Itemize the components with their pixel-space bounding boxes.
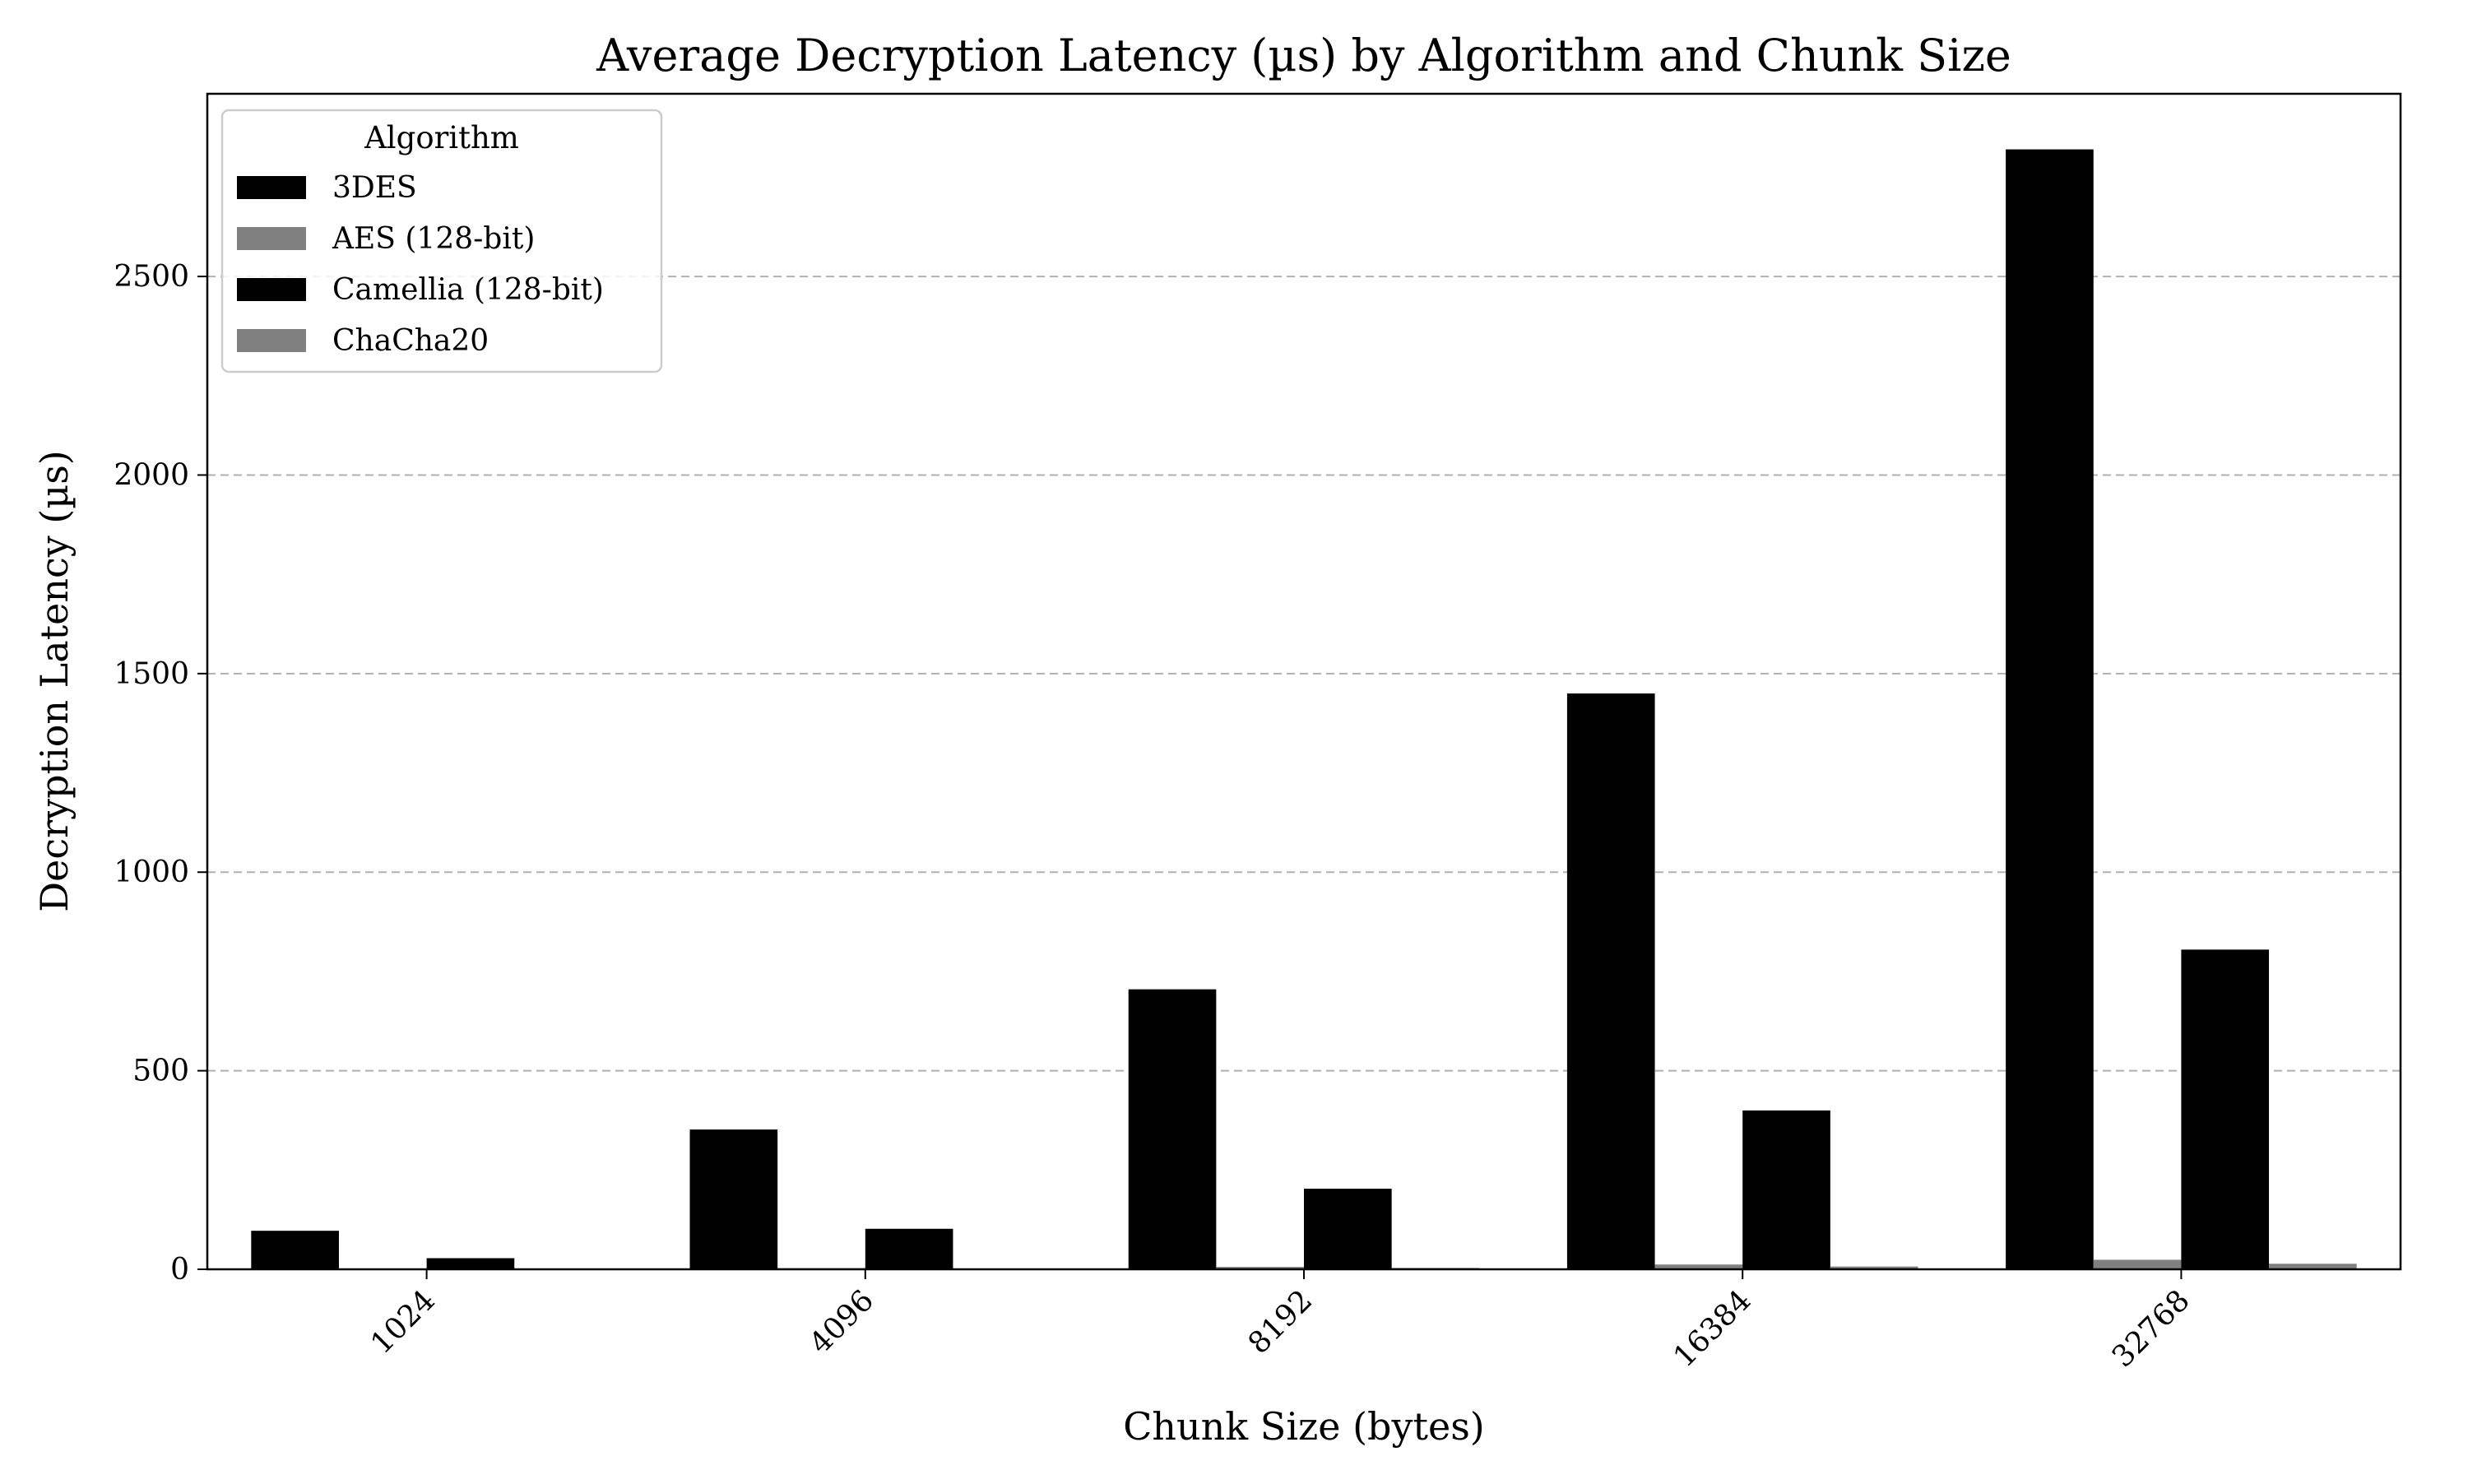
bar-aes-128-bit-32768 bbox=[2094, 1259, 2182, 1269]
y-axis-label: Decryption Latency (µs) bbox=[32, 450, 77, 912]
legend-label: AES (128-bit) bbox=[332, 222, 535, 256]
bar-camellia-128-bit-4096 bbox=[865, 1229, 953, 1269]
y-tick-label: 2000 bbox=[114, 458, 189, 492]
legend-swatch bbox=[237, 329, 306, 352]
legend-label: ChaCha20 bbox=[332, 324, 489, 358]
x-axis-label: Chunk Size (bytes) bbox=[1123, 1404, 1485, 1449]
bar-3des-1024 bbox=[251, 1231, 339, 1269]
y-tick-label: 2500 bbox=[114, 260, 189, 294]
y-tick-label: 0 bbox=[170, 1253, 189, 1287]
bar-camellia-128-bit-16384 bbox=[1742, 1111, 1830, 1269]
legend-label: 3DES bbox=[332, 171, 417, 205]
bar-3des-4096 bbox=[690, 1129, 778, 1269]
legend-label: Camellia (128-bit) bbox=[332, 273, 604, 307]
y-tick-label: 500 bbox=[132, 1055, 189, 1088]
legend-title: Algorithm bbox=[364, 120, 519, 155]
legend-swatch bbox=[237, 278, 306, 301]
y-tick-label: 1000 bbox=[114, 856, 189, 889]
bar-3des-8192 bbox=[1129, 990, 1217, 1269]
bar-3des-32768 bbox=[2006, 150, 2094, 1269]
legend: Algorithm 3DES AES (128-bit) Camellia (128… bbox=[222, 110, 661, 372]
y-tick-label: 1500 bbox=[114, 657, 189, 691]
legend-swatch bbox=[237, 176, 306, 199]
bar-camellia-128-bit-32768 bbox=[2181, 949, 2269, 1269]
bar-camellia-128-bit-8192 bbox=[1304, 1189, 1392, 1269]
legend-swatch bbox=[237, 227, 306, 250]
bar-3des-16384 bbox=[1567, 693, 1655, 1269]
chart-title: Average Decryption Latency (µs) by Algor… bbox=[596, 30, 2011, 81]
bar-camellia-128-bit-1024 bbox=[427, 1258, 515, 1269]
